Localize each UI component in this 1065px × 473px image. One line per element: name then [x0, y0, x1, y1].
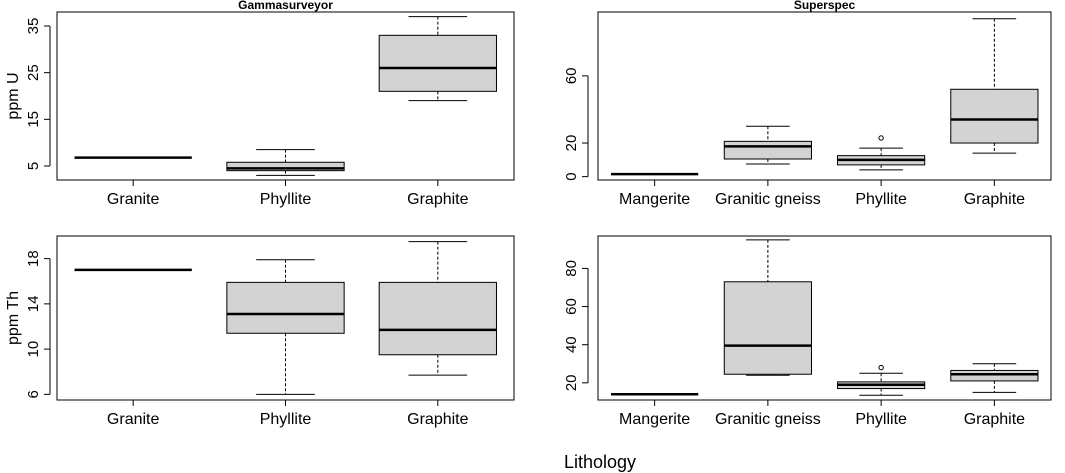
- box-graphite: Graphite: [378, 241, 497, 428]
- x-tick-label: Graphite: [407, 191, 468, 208]
- outlier-point: [878, 364, 884, 371]
- box-body: [950, 88, 1039, 144]
- y-tick-label: 18: [25, 250, 42, 267]
- x-tick-label: Phyllite: [855, 411, 907, 428]
- box-granite: Granite: [74, 268, 192, 428]
- box-body: [723, 281, 812, 375]
- y-tick-label: 35: [25, 18, 42, 35]
- x-tick-label: Granitic gneiss: [715, 191, 821, 208]
- y-tick-label: 20: [563, 135, 580, 152]
- y-tick-label: 25: [25, 64, 42, 81]
- x-tick-label: Graphite: [964, 411, 1025, 428]
- x-tick-label: Phyllite: [260, 411, 312, 428]
- box-phyllite: Phyllite: [226, 149, 345, 208]
- x-tick-label: Granite: [107, 411, 160, 428]
- y-tick-label: 80: [563, 260, 580, 277]
- y-tick-label: 10: [25, 341, 42, 358]
- y-tick-label: 20: [563, 374, 580, 391]
- box-phyllite: Phyllite: [837, 364, 926, 428]
- outlier-point: [878, 135, 884, 141]
- plot-frame: [597, 11, 1052, 181]
- x-tick-label: Graphite: [964, 191, 1025, 208]
- box-phyllite: Phyllite: [837, 135, 926, 208]
- x-tick-label: Graphite: [407, 411, 468, 428]
- chart-panel-3: ppm Th 6 10 14 18 Granite Phyllite Graphite: [5, 235, 515, 428]
- box-body: [723, 140, 812, 160]
- box-mangerite: Mangerite: [611, 172, 699, 208]
- y-tick-label: 60: [563, 298, 580, 315]
- y-tick-label: 15: [25, 111, 42, 128]
- x-tick-label: Granite: [107, 191, 160, 208]
- box-body: [378, 34, 497, 92]
- chart-panel-1: Gammasurveyor ppm U 5 15 25 35 Granite Phyllite…: [5, 0, 515, 208]
- box-mangerite: Mangerite: [611, 393, 699, 428]
- box-phyllite: Phyllite: [226, 259, 345, 428]
- box-granitic-gneiss: Granitic gneiss: [715, 125, 821, 208]
- box-body: [378, 281, 497, 356]
- y-axis-label: ppm U: [5, 72, 22, 119]
- panel-title: Gammasurveyor: [238, 0, 333, 12]
- box-granite: Granite: [74, 156, 192, 208]
- y-tick-label: 6: [25, 390, 42, 398]
- chart-panel-4: 20 40 60 80 Mangerite Granitic gneiss Phyllite…: [563, 235, 1052, 428]
- y-axis-label: ppm Th: [5, 291, 22, 345]
- x-tick-label: Mangerite: [619, 191, 690, 208]
- plot-frame: [597, 235, 1052, 401]
- x-tick-label: Phyllite: [260, 191, 312, 208]
- box-graphite: Graphite: [950, 363, 1039, 428]
- x-tick-label: Phyllite: [855, 191, 907, 208]
- x-tick-label: Granitic gneiss: [715, 411, 821, 428]
- y-tick-label: 5: [25, 162, 42, 170]
- figure-x-axis-label: Lithology: [564, 452, 636, 472]
- y-tick-label: 60: [563, 67, 580, 84]
- box-graphite: Graphite: [950, 18, 1039, 208]
- y-tick-label: 0: [563, 172, 580, 180]
- box-body: [226, 281, 345, 334]
- box-graphite: Graphite: [378, 16, 497, 208]
- panel-title: Superspec: [794, 0, 856, 12]
- x-tick-label: Mangerite: [619, 411, 690, 428]
- box-granitic-gneiss: Granitic gneiss: [715, 239, 821, 428]
- chart-panel-2: Superspec 0 20 60 Mangerite Granitic gneiss Ph…: [563, 0, 1052, 208]
- y-tick-label: 14: [25, 296, 42, 313]
- box-body: [950, 369, 1039, 382]
- y-tick-label: 40: [563, 336, 580, 353]
- box-body: [226, 161, 345, 172]
